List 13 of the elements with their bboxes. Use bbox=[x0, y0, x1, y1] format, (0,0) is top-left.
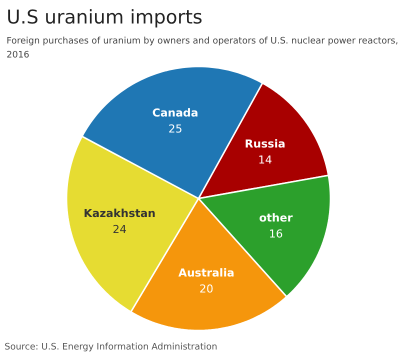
slice-label: Kazakhstan bbox=[84, 206, 156, 220]
data-label: 16 bbox=[268, 228, 283, 241]
data-label: 14 bbox=[258, 153, 272, 166]
slice-label: Australia bbox=[178, 266, 234, 280]
data-label: 25 bbox=[168, 122, 182, 136]
slice-label: other bbox=[259, 212, 294, 225]
chart-title: U.S uranium imports bbox=[6, 6, 203, 28]
data-label: 20 bbox=[199, 282, 214, 296]
data-label: 24 bbox=[112, 222, 127, 236]
chart-subtitle: Foreign purchases of uranium by owners and operators of U.S. nuclear power reactors, 2016 bbox=[6, 36, 398, 60]
slice-label: Russia bbox=[244, 137, 286, 150]
source-note: Source: U.S. Energy Information Administration bbox=[4, 342, 218, 352]
slice-label: Canada bbox=[152, 106, 198, 120]
